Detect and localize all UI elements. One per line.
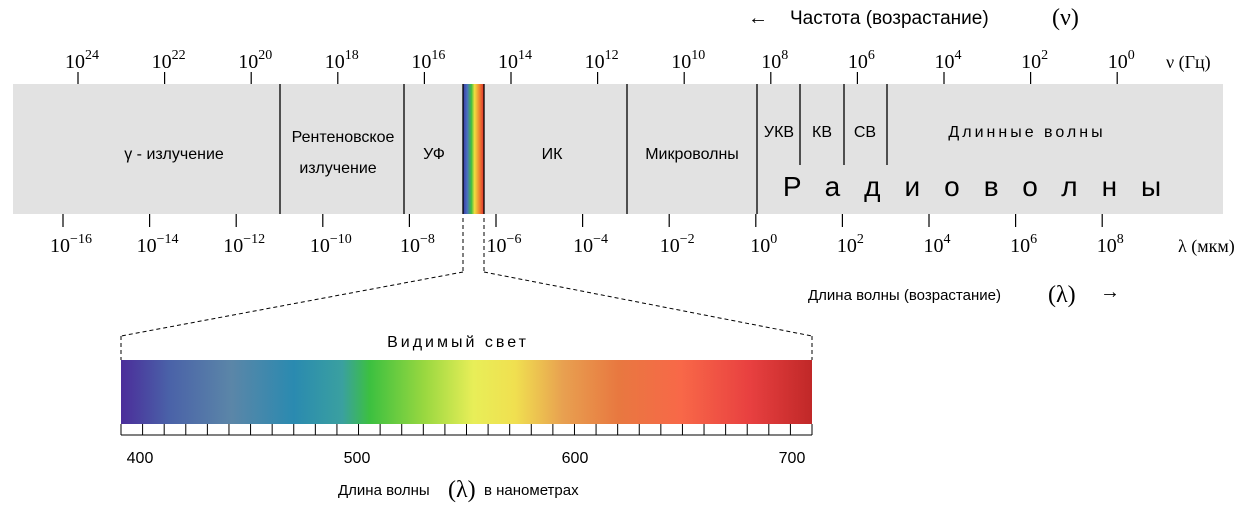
wave-tick-label-2: 10−12 <box>223 232 265 257</box>
frequency-header-label: Частота (возрастание) <box>790 8 989 29</box>
left-arrow: ← <box>748 7 768 29</box>
tick-500: 500 <box>344 450 371 467</box>
wave-tick-label-9: 102 <box>837 232 864 257</box>
wave-tick-label-1: 10−14 <box>137 232 179 257</box>
wavelength-axis: 10−16 10−14 10−12 10−10 10−8 10−6 10−4 10−2 100 1… <box>50 214 1124 257</box>
wave-tick-label-3: 10−10 <box>310 232 352 257</box>
wave-tick-label-11: 106 <box>1010 232 1037 257</box>
frequency-symbol: (ν) <box>1052 5 1079 31</box>
ir-label: ИК <box>542 146 564 163</box>
freq-tick-label-3: 1018 <box>325 48 359 73</box>
visible-xlabel-symbol: (λ) <box>448 477 476 503</box>
band-labels: γ - излучение Рентеновское излучение УФ … <box>124 124 1105 177</box>
tick-600: 600 <box>562 450 589 467</box>
wavelength-unit: λ (мкм) <box>1178 236 1235 257</box>
visible-light-title: Видимый свет <box>387 334 529 351</box>
hf-label: КВ <box>812 124 832 141</box>
radio-waves-label: Радиоволны <box>783 171 1185 202</box>
gamma-label: γ - излучение <box>124 146 224 163</box>
long-waves-label: Длинные волны <box>948 124 1105 141</box>
freq-tick-label-6: 1012 <box>585 48 619 73</box>
visible-spectrum-bar <box>121 360 812 424</box>
wave-tick-label-6: 10−4 <box>573 232 608 257</box>
mf-label: СВ <box>854 124 876 141</box>
tick-400: 400 <box>127 450 154 467</box>
freq-tick-label-12: 100 <box>1108 48 1135 73</box>
visible-ruler <box>120 424 813 436</box>
wave-tick-label-5: 10−6 <box>487 232 522 257</box>
freq-tick-label-8: 108 <box>761 48 788 73</box>
visible-xlabel-post: в нанометрах <box>484 482 579 499</box>
wavelength-header: Длина волны (возрастание) (λ) → <box>808 281 1120 308</box>
band-dividers <box>279 84 888 214</box>
wave-tick-label-0: 10−16 <box>50 232 92 257</box>
visible-xlabel-pre: Длина волны <box>338 482 430 499</box>
tick-700: 700 <box>779 450 806 467</box>
freq-tick-label-7: 1010 <box>671 48 705 73</box>
freq-tick-label-10: 104 <box>935 48 962 73</box>
freq-tick-label-2: 1020 <box>238 48 272 73</box>
vhf-label: УКВ <box>764 124 794 141</box>
frequency-unit: ν (Гц) <box>1166 52 1211 73</box>
freq-tick-label-1: 1022 <box>152 48 186 73</box>
freq-tick-label-4: 1016 <box>411 48 445 73</box>
xray-label-line2: излучение <box>299 160 376 177</box>
freq-tick-label-11: 102 <box>1021 48 1048 73</box>
freq-tick-label-9: 106 <box>848 48 875 73</box>
right-arrow: → <box>1100 281 1120 303</box>
wavelength-header-label: Длина волны (возрастание) <box>808 287 1001 304</box>
visible-xlabel: Длина волны (λ) в нанометрах <box>338 477 579 503</box>
xray-label-line1: Рентеновское <box>292 129 395 146</box>
band-background <box>13 84 1223 214</box>
freq-tick-label-0: 1024 <box>65 48 99 73</box>
zoom-lines <box>120 218 813 360</box>
freq-tick-label-5: 1014 <box>498 48 532 73</box>
wave-tick-label-12: 108 <box>1097 232 1124 257</box>
wave-tick-label-10: 104 <box>924 232 951 257</box>
wave-tick-label-8: 100 <box>750 232 777 257</box>
microwave-label: Микроволны <box>645 146 739 163</box>
frequency-header: ← Частота (возрастание) (ν) <box>748 5 1079 31</box>
wave-tick-label-4: 10−8 <box>400 232 435 257</box>
uv-label: УФ <box>423 146 445 163</box>
visible-tick-labels: 400 500 600 700 <box>127 450 806 467</box>
wave-tick-label-7: 10−2 <box>660 232 695 257</box>
visible-sliver <box>463 84 484 214</box>
frequency-axis: 1024 1022 1020 1018 1016 1014 1012 1010 108 106 10… <box>65 48 1135 84</box>
wavelength-symbol: (λ) <box>1048 282 1076 308</box>
